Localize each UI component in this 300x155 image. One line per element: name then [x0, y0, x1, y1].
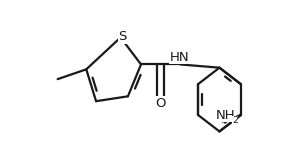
Text: NH: NH: [216, 109, 236, 122]
Text: 2: 2: [232, 116, 238, 125]
Text: HN: HN: [169, 51, 189, 64]
Text: O: O: [155, 97, 166, 110]
Text: S: S: [118, 30, 127, 43]
